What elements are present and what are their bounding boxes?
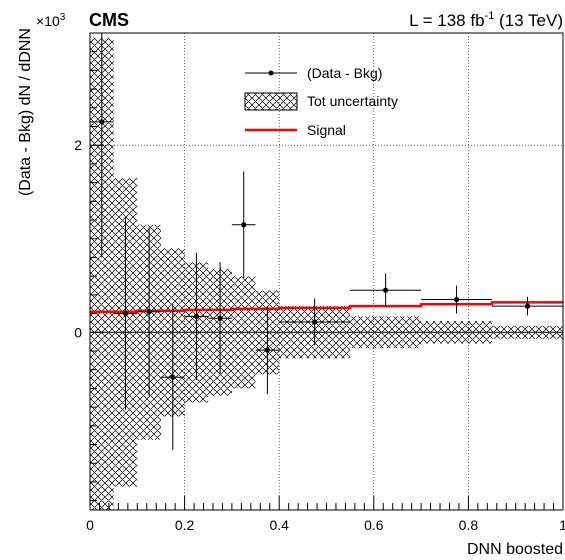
data-marker	[146, 309, 152, 315]
data-marker	[170, 374, 176, 380]
x-tick-label: 0.8	[459, 517, 479, 533]
signal-curve	[90, 301, 563, 313]
x-axis: 0 0.2 0.4 0.6 0.8 1	[86, 496, 565, 533]
y-axis: 02	[74, 32, 104, 502]
lumi-label: L = 138 fb-1 (13 TeV)	[409, 10, 563, 30]
y-tick-label: 2	[74, 137, 82, 153]
grid	[90, 33, 563, 510]
legend-entry-data: (Data - Bkg)	[245, 65, 382, 81]
data-point	[492, 296, 563, 316]
data-point	[137, 227, 161, 396]
legend-label-data: (Data - Bkg)	[307, 65, 382, 81]
data-marker	[193, 313, 200, 319]
data-point	[113, 217, 138, 410]
signal-line	[90, 301, 563, 313]
legend-label-signal: Signal	[307, 122, 346, 138]
data-point	[279, 298, 351, 346]
y-multiplier: ×103	[36, 12, 66, 29]
data-point	[231, 171, 256, 279]
data-marker	[453, 296, 460, 303]
data-marker	[383, 287, 389, 293]
data-point	[184, 252, 209, 380]
x-tick-label: 0.4	[269, 517, 289, 533]
x-axis-title: DNN boosted	[467, 541, 563, 558]
data-marker	[99, 119, 105, 125]
x-tick-label: 0.6	[364, 517, 384, 533]
data-point	[421, 285, 493, 314]
data-marker	[312, 319, 318, 325]
legend-entry-signal: Signal	[245, 122, 346, 138]
x-tick-label: 1	[559, 517, 565, 533]
data-point	[160, 304, 185, 451]
uncertainty-band	[90, 37, 114, 510]
x-tick-label: 0	[86, 517, 94, 533]
data-marker	[264, 347, 270, 353]
data-points	[90, 33, 563, 451]
data-marker	[241, 222, 247, 228]
y-axis-title: (Data - Bkg) dN / dDNN	[17, 28, 34, 196]
legend: (Data - Bkg) Tot uncertainty Signal	[244, 65, 398, 138]
experiment-label: CMS	[89, 10, 129, 30]
data-point	[255, 306, 280, 395]
data-marker	[122, 310, 129, 317]
data-marker	[217, 315, 223, 321]
data-point	[350, 273, 422, 308]
data-point	[208, 262, 232, 375]
y-tick-label: 0	[74, 324, 82, 340]
x-tick-label: 0.2	[175, 517, 195, 533]
legend-entry-uncertainty: Tot uncertainty	[244, 92, 398, 111]
data-marker	[524, 303, 531, 309]
legend-label-uncertainty: Tot uncertainty	[307, 93, 398, 109]
